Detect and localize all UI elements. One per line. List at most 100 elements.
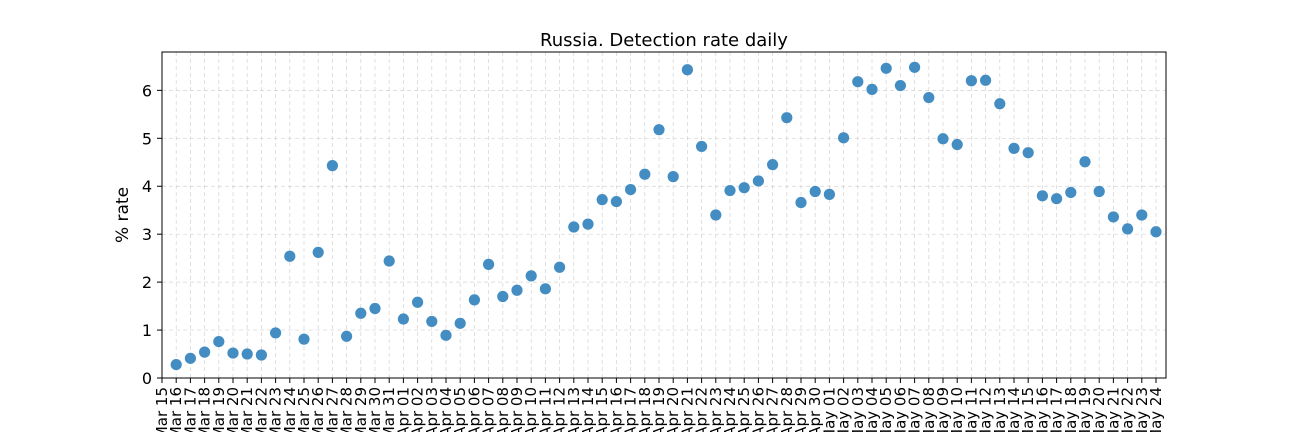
y-tick-label: 3 bbox=[142, 225, 152, 244]
x-tick-label: May 03 bbox=[849, 387, 867, 432]
data-point bbox=[241, 348, 253, 360]
y-axis: 0 1 2 3 4 5 6 bbox=[142, 81, 162, 388]
data-point bbox=[994, 98, 1006, 110]
data-point bbox=[923, 91, 935, 104]
x-tick-label: May 12 bbox=[977, 387, 995, 432]
data-point bbox=[767, 159, 779, 171]
x-tick-label: Mar 19 bbox=[210, 387, 228, 432]
x-tick-label: Apr 03 bbox=[423, 387, 441, 432]
data-point bbox=[270, 327, 282, 339]
x-tick-label: Apr 17 bbox=[622, 387, 640, 432]
data-point bbox=[696, 140, 708, 153]
x-tick-label: Apr 04 bbox=[437, 387, 455, 432]
data-point bbox=[582, 218, 594, 230]
data-point bbox=[199, 346, 211, 358]
data-point bbox=[483, 258, 495, 270]
data-point bbox=[965, 75, 978, 87]
x-tick-label: May 11 bbox=[962, 387, 980, 432]
data-point bbox=[312, 246, 324, 258]
y-tick-label: 1 bbox=[142, 321, 152, 340]
x-tick-label: May 04 bbox=[863, 387, 881, 432]
data-point bbox=[1065, 186, 1077, 199]
data-point bbox=[397, 313, 409, 325]
data-point bbox=[852, 76, 864, 88]
x-tick-label: Mar 22 bbox=[252, 387, 270, 432]
data-point bbox=[596, 194, 608, 206]
data-point bbox=[284, 250, 296, 262]
data-point bbox=[625, 183, 637, 196]
plot-frame bbox=[161, 51, 1167, 379]
data-point bbox=[426, 315, 438, 328]
y-axis-label: % rate bbox=[113, 187, 133, 243]
data-point bbox=[838, 132, 850, 144]
data-point bbox=[468, 294, 480, 306]
x-tick-label: Apr 10 bbox=[522, 387, 540, 432]
x-tick-label: Apr 21 bbox=[678, 387, 696, 432]
data-point bbox=[823, 188, 836, 200]
x-tick-label: Apr 24 bbox=[721, 387, 739, 432]
data-point bbox=[355, 307, 367, 319]
data-points bbox=[170, 61, 1162, 371]
x-tick-label: May 02 bbox=[835, 387, 853, 432]
x-tick-label: Apr 14 bbox=[579, 387, 597, 432]
data-point bbox=[227, 347, 239, 359]
x-tick-label: Mar 25 bbox=[295, 387, 313, 432]
x-tick-label: Apr 07 bbox=[480, 387, 498, 432]
x-tick-label: Apr 28 bbox=[778, 387, 796, 432]
data-point bbox=[1051, 193, 1063, 205]
data-point bbox=[1036, 190, 1048, 202]
data-point bbox=[184, 352, 196, 364]
data-point bbox=[326, 160, 338, 172]
x-tick-label: Apr 22 bbox=[693, 387, 711, 432]
x-tick-label: Mar 18 bbox=[196, 387, 214, 432]
chart-title: Russia. Detection rate daily bbox=[540, 30, 788, 51]
x-tick-label: May 01 bbox=[820, 387, 838, 432]
x-tick-label: Apr 15 bbox=[593, 387, 611, 432]
x-tick-label: May 20 bbox=[1090, 387, 1108, 432]
data-point bbox=[639, 168, 651, 180]
x-tick-label: Mar 15 bbox=[153, 387, 171, 432]
data-point bbox=[724, 184, 736, 197]
x-tick-label: Mar 23 bbox=[267, 387, 285, 432]
data-point bbox=[980, 74, 992, 86]
data-point bbox=[795, 196, 807, 209]
data-point bbox=[880, 62, 892, 74]
x-tick-label: Apr 13 bbox=[565, 387, 583, 432]
x-tick-label: Apr 19 bbox=[650, 387, 668, 432]
data-point bbox=[539, 283, 552, 295]
x-tick-label: May 05 bbox=[877, 387, 895, 432]
x-tick-label: Mar 20 bbox=[224, 387, 242, 432]
x-tick-label: May 06 bbox=[891, 387, 909, 432]
x-tick-label: Mar 21 bbox=[238, 387, 256, 432]
y-tick-label: 4 bbox=[142, 177, 152, 196]
x-tick-label: Apr 26 bbox=[749, 387, 767, 432]
x-tick-label: Apr 30 bbox=[806, 387, 824, 432]
x-tick-label: Mar 29 bbox=[352, 387, 370, 432]
x-tick-label: May 07 bbox=[906, 387, 924, 432]
y-tick-label: 5 bbox=[142, 129, 152, 148]
data-point bbox=[497, 290, 509, 303]
x-tick-label: May 22 bbox=[1119, 387, 1137, 432]
x-tick-label: Apr 06 bbox=[465, 387, 483, 432]
x-tick-label: May 08 bbox=[920, 387, 938, 432]
x-tick-label: Apr 11 bbox=[536, 387, 554, 432]
grid-lines bbox=[162, 52, 1166, 378]
x-tick-label: Mar 16 bbox=[167, 387, 185, 432]
data-point bbox=[752, 175, 765, 187]
data-point bbox=[1093, 185, 1105, 198]
x-tick-label: May 16 bbox=[1033, 387, 1051, 432]
data-point bbox=[170, 358, 182, 371]
x-tick-label: Apr 16 bbox=[607, 387, 625, 432]
data-point bbox=[255, 349, 267, 361]
data-point bbox=[568, 221, 580, 233]
data-point bbox=[653, 124, 665, 136]
x-tick-label: May 17 bbox=[1048, 387, 1066, 432]
data-point bbox=[412, 296, 424, 308]
data-point bbox=[710, 209, 722, 221]
y-tick-label: 0 bbox=[142, 369, 152, 388]
data-point bbox=[1150, 226, 1162, 238]
data-point bbox=[937, 133, 949, 145]
data-point bbox=[1122, 223, 1134, 235]
